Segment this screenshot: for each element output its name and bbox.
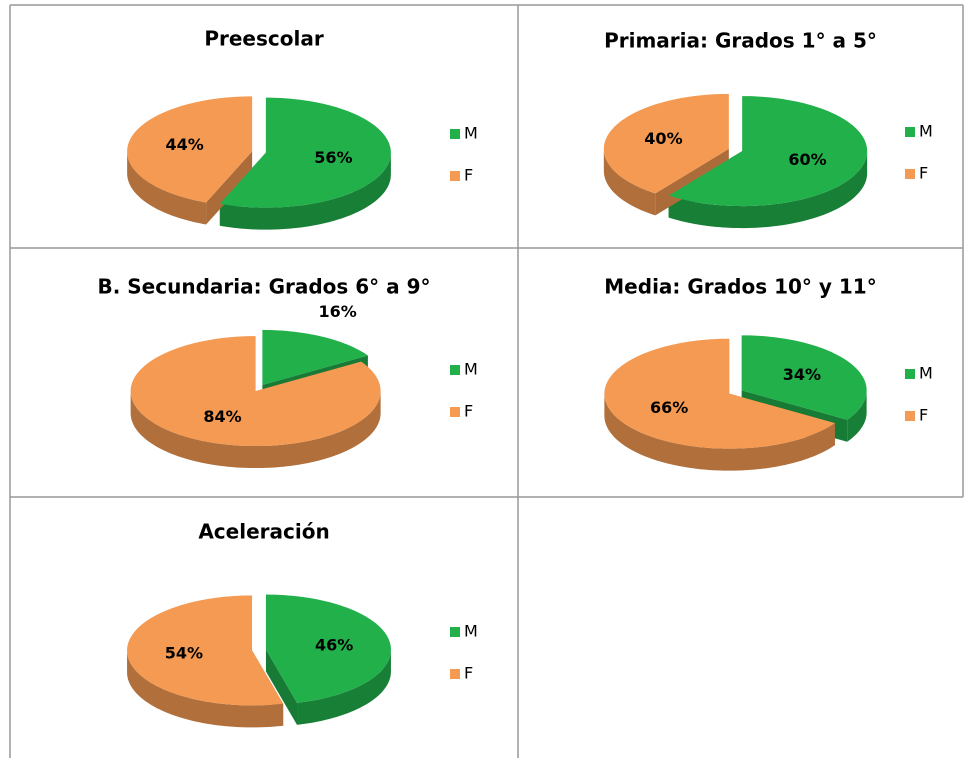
slice-edge (206, 151, 253, 225)
pie-slice (265, 594, 391, 703)
pie-slice (130, 336, 381, 447)
legend-swatch (905, 169, 915, 179)
pie-slice (668, 96, 868, 207)
data-label: 56% (314, 148, 352, 167)
pie-chart: B. Secundaria: Grados 6° a 9° 16% 84% M F (97, 275, 478, 469)
chart-title: Primaria: Grados 1° a 5° (604, 29, 877, 53)
slice-side (603, 148, 656, 216)
pie-chart: Aceleración 46% 54% M F (127, 520, 478, 728)
chart-title: B. Secundaria: Grados 6° a 9° (97, 275, 430, 299)
slice-side (130, 391, 381, 469)
legend-label: F (464, 166, 473, 185)
chart-title: Aceleración (198, 520, 329, 544)
legend-label: F (464, 664, 473, 683)
pie-chart: Primaria: Grados 1° a 5° 60% 40% M F (603, 29, 933, 229)
pie-slice (219, 97, 391, 208)
pie-slice (127, 595, 284, 706)
slice-edge (265, 649, 298, 725)
legend-swatch (450, 627, 460, 637)
legend-label: M (464, 622, 478, 641)
legend-label: M (464, 360, 478, 379)
pie-slice (262, 329, 368, 385)
legend-label: F (464, 402, 473, 421)
slice-side (127, 650, 284, 728)
chart-title: Preescolar (204, 27, 324, 51)
pie-slice (741, 335, 867, 420)
legend-swatch (450, 669, 460, 679)
slice-side (219, 152, 391, 230)
data-label: 44% (165, 135, 203, 154)
legend-label: F (919, 164, 928, 183)
legend-swatch (450, 365, 460, 375)
pie-slice (127, 96, 253, 203)
data-label: 54% (165, 644, 203, 663)
table-grid (9, 4, 964, 758)
data-label: 40% (644, 129, 682, 148)
data-label: 34% (783, 365, 821, 384)
chart-title: Media: Grados 10° y 11° (604, 275, 876, 299)
legend-label: M (919, 364, 933, 383)
data-label: 16% (318, 302, 356, 321)
pie-chart: Preescolar 56% 44% M F (127, 27, 478, 230)
data-label: 84% (203, 407, 241, 426)
data-label: 46% (315, 635, 353, 654)
legend-swatch (905, 369, 915, 379)
slice-side (668, 151, 868, 229)
data-label: 66% (650, 398, 688, 417)
slice-side (297, 649, 391, 725)
legend-swatch (450, 407, 460, 417)
slice-side (847, 390, 867, 442)
slice-side (604, 393, 835, 471)
data-label: 60% (788, 150, 826, 169)
legend-swatch (905, 127, 915, 137)
legend-label: M (464, 124, 478, 143)
legend-label: M (919, 122, 933, 141)
legend-swatch (450, 129, 460, 139)
slice-side (127, 151, 207, 225)
legend-label: F (919, 406, 928, 425)
pie-slice (603, 93, 729, 194)
legend-swatch (905, 411, 915, 421)
pie-slice (604, 338, 835, 449)
pie-chart: Media: Grados 10° y 11° 34% 66% M F (604, 275, 933, 471)
legend-swatch (450, 171, 460, 181)
